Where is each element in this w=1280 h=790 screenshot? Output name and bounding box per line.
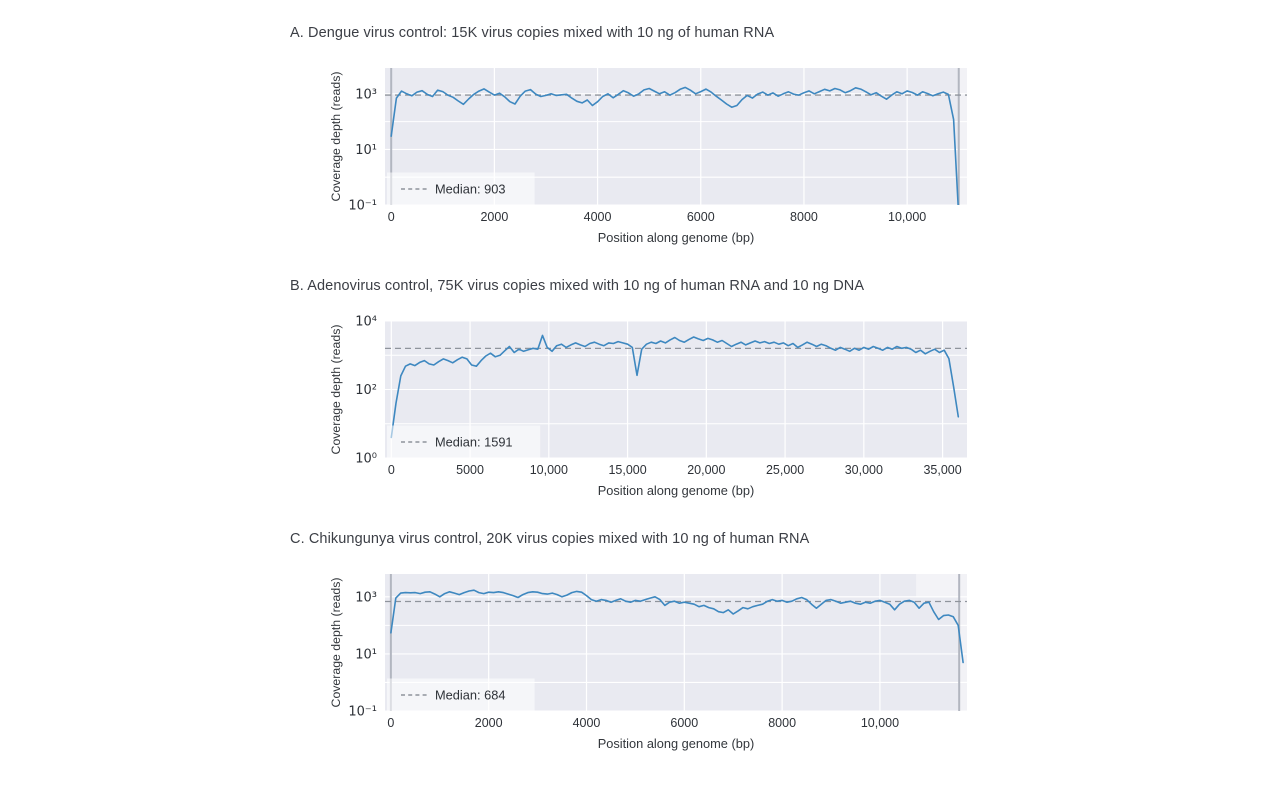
coverage-chart-chikungunya: Median: 684 0 2000 4000 6000 8000 10,000 10³ 10¹…: [329, 574, 967, 751]
coverage-line: [390, 589, 964, 664]
coverage-chart-adenovirus: Median: 1591 0 5000 10,000 15,000 20,000 25,00…: [329, 315, 967, 498]
legend-box: [387, 425, 541, 458]
x-tick-label: 30,000: [845, 463, 883, 477]
post-genome-band: [958, 68, 967, 205]
y-tick-label: 10¹: [355, 143, 377, 158]
y-tick-label: 10⁻¹: [348, 199, 377, 214]
coverage-line: [390, 86, 959, 205]
legend-label: Median: 1591: [435, 435, 513, 450]
x-tick-label: 4000: [573, 716, 601, 730]
x-tick-label: 0: [387, 716, 394, 730]
x-tick-label: 6000: [687, 210, 715, 224]
x-tick-label: 2000: [480, 210, 508, 224]
y-tick-label: 10⁴: [355, 315, 377, 330]
panel-title-chikungunya: C. Chikungunya virus control, 20K virus …: [290, 531, 810, 547]
x-axis-title: Position along genome (bp): [598, 483, 755, 498]
x-tick-label: 10,000: [861, 716, 899, 730]
post-genome-band: [959, 574, 967, 711]
x-axis-title: Position along genome (bp): [598, 230, 755, 245]
panel-dengue: A. Dengue virus control: 15K virus copie…: [290, 24, 990, 250]
legend-label: Median: 684: [435, 688, 505, 703]
x-tick-label: 35,000: [923, 463, 961, 477]
y-tick-label: 10⁰: [355, 452, 377, 467]
x-tick-label: 6000: [670, 716, 698, 730]
x-tick-label: 8000: [790, 210, 818, 224]
highlight-box: [916, 574, 960, 598]
x-axis-title: Position along genome (bp): [598, 736, 755, 751]
x-tick-label: 20,000: [687, 463, 725, 477]
legend-label: Median: 903: [435, 182, 505, 197]
x-tick-label: 0: [388, 210, 395, 224]
coverage-line: [390, 334, 960, 439]
x-tick-label: 15,000: [608, 463, 646, 477]
y-axis-title: Coverage depth (reads): [329, 325, 343, 455]
y-tick-label: 10⁻¹: [348, 705, 377, 720]
x-tick-label: 25,000: [766, 463, 804, 477]
x-tick-label: 10,000: [530, 463, 568, 477]
x-tick-label: 0: [388, 463, 395, 477]
panel-adenovirus: B. Adenovirus control, 75K virus copies …: [290, 277, 990, 503]
y-axis-title: Coverage depth (reads): [329, 72, 343, 202]
x-tick-label: 2000: [475, 716, 503, 730]
y-tick-label: 10³: [355, 590, 377, 605]
x-tick-label: 8000: [768, 716, 796, 730]
y-tick-label: 10¹: [355, 647, 377, 662]
y-axis-title: Coverage depth (reads): [329, 578, 343, 708]
y-tick-label: 10²: [355, 383, 377, 398]
x-tick-label: 10,000: [888, 210, 926, 224]
panel-title-adenovirus: B. Adenovirus control, 75K virus copies …: [290, 278, 865, 294]
coverage-chart-dengue: Median: 903 0 2000 4000 6000 8000 10,000 10³ 10¹…: [329, 68, 967, 245]
x-tick-label: 4000: [584, 210, 612, 224]
x-tick-label: 5000: [456, 463, 484, 477]
panel-title-dengue: A. Dengue virus control: 15K virus copie…: [290, 25, 775, 41]
y-tick-label: 10³: [355, 87, 377, 102]
panel-chikungunya: C. Chikungunya virus control, 20K virus …: [290, 530, 990, 756]
